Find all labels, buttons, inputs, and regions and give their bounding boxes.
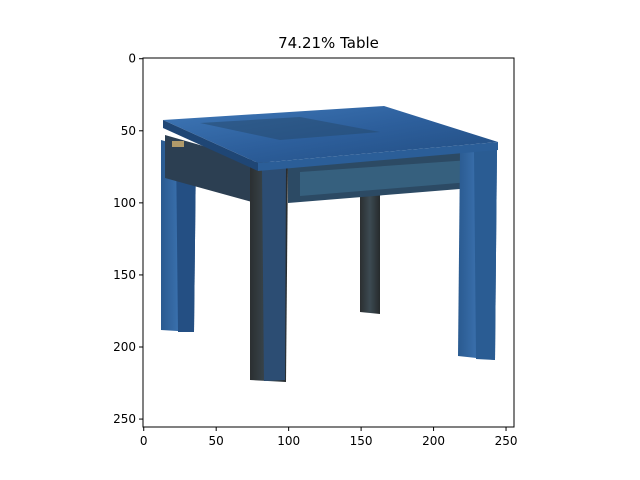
x-tick-label: 150 xyxy=(350,434,373,448)
y-tick-label: 0 xyxy=(128,52,136,66)
y-tick-label: 50 xyxy=(121,124,136,138)
x-tick-label: 250 xyxy=(495,434,518,448)
x-tick-label: 100 xyxy=(277,434,300,448)
y-tick-label: 100 xyxy=(113,196,136,210)
leg-left-shade xyxy=(176,145,196,332)
apron-right-highlight xyxy=(300,160,470,196)
x-axis: 0 50 100 150 200 250 xyxy=(140,427,518,448)
tabletop-grain xyxy=(200,117,380,140)
figure-title: 74.21% Table xyxy=(278,34,379,52)
wood-label-mark xyxy=(172,141,184,147)
apron-left xyxy=(165,135,252,202)
table-photo xyxy=(161,106,498,382)
back-leg-right xyxy=(360,190,380,314)
x-tick-label: 0 xyxy=(140,434,148,448)
tabletop-edge-left xyxy=(163,120,258,171)
x-tick-label: 200 xyxy=(422,434,445,448)
axes-frame xyxy=(142,57,515,428)
leg-right-shade xyxy=(474,148,497,360)
y-tick-label: 250 xyxy=(113,412,136,426)
leg-front-blue xyxy=(262,166,286,381)
x-tick-label: 50 xyxy=(209,434,224,448)
y-tick-label: 150 xyxy=(113,268,136,282)
y-axis: 0 50 100 150 200 250 xyxy=(113,52,143,426)
tabletop-edge-front xyxy=(258,142,498,171)
y-tick-label: 200 xyxy=(113,340,136,354)
